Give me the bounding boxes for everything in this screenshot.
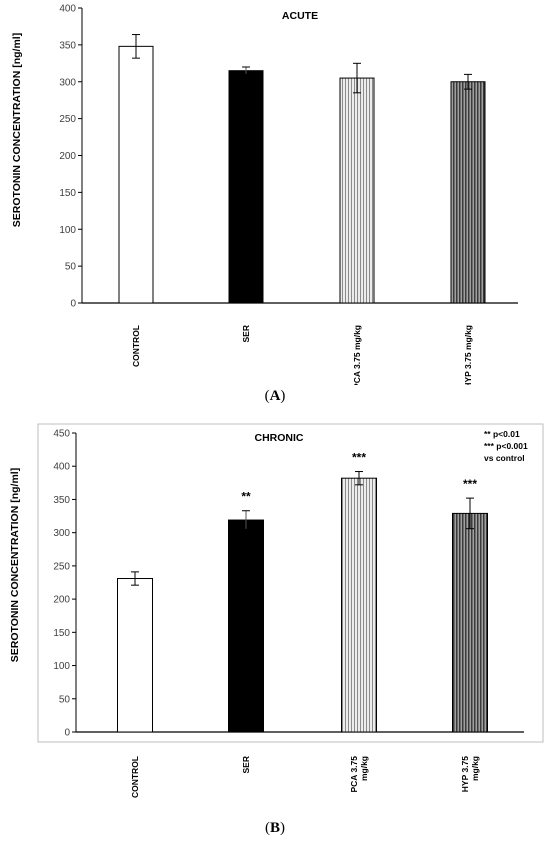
y-tick-label: 350 xyxy=(53,495,70,506)
y-tick-label: 150 xyxy=(53,628,70,639)
x-tick-label: PCA 3.75 mg/kg xyxy=(352,325,362,385)
y-tick-label: 400 xyxy=(59,4,76,15)
panel-label-b-open: ( xyxy=(264,820,270,836)
y-tick-label: 100 xyxy=(59,225,76,236)
y-tick-label: 0 xyxy=(64,728,70,739)
y-axis-label: SEROTONIN CONCENTRATION [ng/ml] xyxy=(9,468,21,662)
panel-label-a-close: ) xyxy=(280,388,286,404)
y-tick-label: 300 xyxy=(59,77,76,88)
x-tick-label: CONTROL xyxy=(131,325,141,367)
bar xyxy=(118,45,154,304)
bar xyxy=(228,70,264,304)
x-tick-label: PCA 3.75mg/kg xyxy=(349,756,369,793)
bar xyxy=(452,512,488,733)
y-tick-label: 0 xyxy=(70,299,76,310)
y-tick-label: 300 xyxy=(53,528,70,539)
bar xyxy=(450,81,486,304)
legend-line: *** p<0.001 xyxy=(484,441,528,451)
y-tick-label: 250 xyxy=(53,561,70,572)
panel-label-a: (A) xyxy=(0,388,550,405)
y-tick-label: 400 xyxy=(53,462,70,473)
significance-marker: *** xyxy=(352,451,366,465)
bar xyxy=(228,519,264,733)
chart-frame xyxy=(37,423,544,743)
acute-chart: 0 50 100 150 200 250 300 350 400 SEROTONIN CONCEN… xyxy=(11,4,518,385)
x-tick-label: SER xyxy=(241,756,251,773)
panel-label-b-close: ) xyxy=(280,820,285,836)
panel-label-b: (B) xyxy=(0,820,550,837)
bar xyxy=(339,77,375,304)
panel-label-b-letter: B xyxy=(269,820,280,836)
bar xyxy=(341,477,377,733)
x-tick-label: HYP 3.75 mg/kg xyxy=(463,325,473,385)
panel-label-a-open: ( xyxy=(264,388,270,404)
y-tick-label: 350 xyxy=(59,40,76,51)
bar xyxy=(117,578,153,733)
chronic-chart: 0 50 100 150 200 250 300 350 400 450 SEROTONIN CON… xyxy=(9,423,544,798)
y-tick-label: 200 xyxy=(59,151,76,162)
panel-label-a-letter: A xyxy=(269,388,281,404)
legend-line: vs control xyxy=(484,453,525,463)
y-tick-label: 200 xyxy=(53,595,70,606)
x-tick-label: CONTROL xyxy=(130,756,140,798)
x-tick-label: SER xyxy=(241,325,251,342)
y-axis-label: SEROTONIN CONCENTRATION [ng/ml] xyxy=(11,33,23,227)
y-tick-label: 50 xyxy=(59,694,71,705)
y-tick-label: 450 xyxy=(53,429,70,440)
legend-line: ** p<0.01 xyxy=(484,429,520,439)
y-tick-label: 250 xyxy=(59,114,76,125)
x-tick-label: HYP 3.75mg/kg xyxy=(460,756,480,793)
chart-title: ACUTE xyxy=(282,10,318,22)
significance-marker: *** xyxy=(463,477,477,491)
y-tick-label: 50 xyxy=(65,262,77,273)
y-tick-label: 150 xyxy=(59,188,76,199)
y-tick-label: 100 xyxy=(53,661,70,672)
chart-title: CHRONIC xyxy=(255,432,304,444)
significance-marker: ** xyxy=(241,490,251,504)
